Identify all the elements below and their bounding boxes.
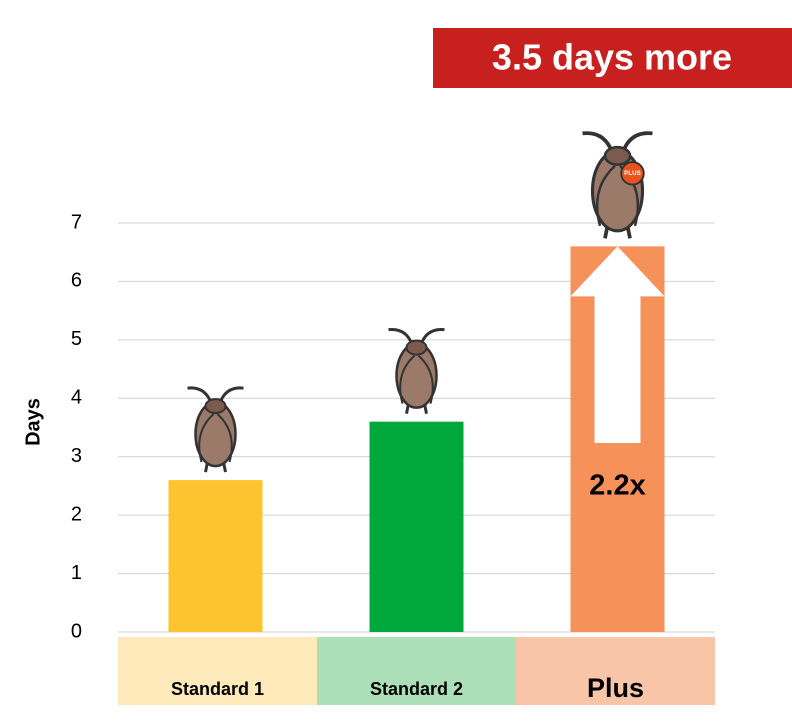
annotation: 3.5 days more bbox=[492, 37, 732, 78]
x-tick-label: Standard 2 bbox=[370, 679, 463, 699]
bug-wing bbox=[399, 354, 434, 404]
category-band bbox=[516, 637, 715, 705]
bar bbox=[369, 421, 464, 632]
growth-arrow bbox=[570, 246, 665, 443]
y-tick-label: 4 bbox=[71, 387, 82, 409]
y-tick-label: 6 bbox=[71, 270, 82, 292]
category-band bbox=[317, 637, 516, 705]
bug-icon bbox=[388, 327, 445, 414]
y-tick-label: 3 bbox=[71, 445, 82, 467]
y-tick-label: 5 bbox=[71, 328, 82, 350]
annotation-box bbox=[433, 28, 792, 88]
bug-head bbox=[204, 398, 227, 415]
x-tick-label: Plus bbox=[587, 673, 644, 703]
bug-icon bbox=[187, 386, 244, 473]
y-axis-label: Days bbox=[22, 398, 44, 446]
y-tick-label: 7 bbox=[71, 211, 82, 233]
bug-head bbox=[603, 145, 632, 166]
bug-icon: PLUS bbox=[582, 131, 653, 239]
category-band bbox=[118, 637, 317, 705]
x-tick-label: Standard 1 bbox=[171, 679, 264, 699]
bug-badge bbox=[620, 161, 645, 186]
multiplier-label: 2.2x bbox=[589, 470, 645, 502]
y-tick-label: 0 bbox=[71, 620, 82, 642]
y-tick-label: 2 bbox=[71, 503, 82, 525]
bug-badge-label: PLUS bbox=[624, 170, 641, 177]
y-tick-label: 1 bbox=[71, 562, 82, 584]
bug-wing bbox=[198, 413, 233, 463]
bug-head bbox=[405, 339, 428, 356]
bar bbox=[168, 480, 263, 632]
